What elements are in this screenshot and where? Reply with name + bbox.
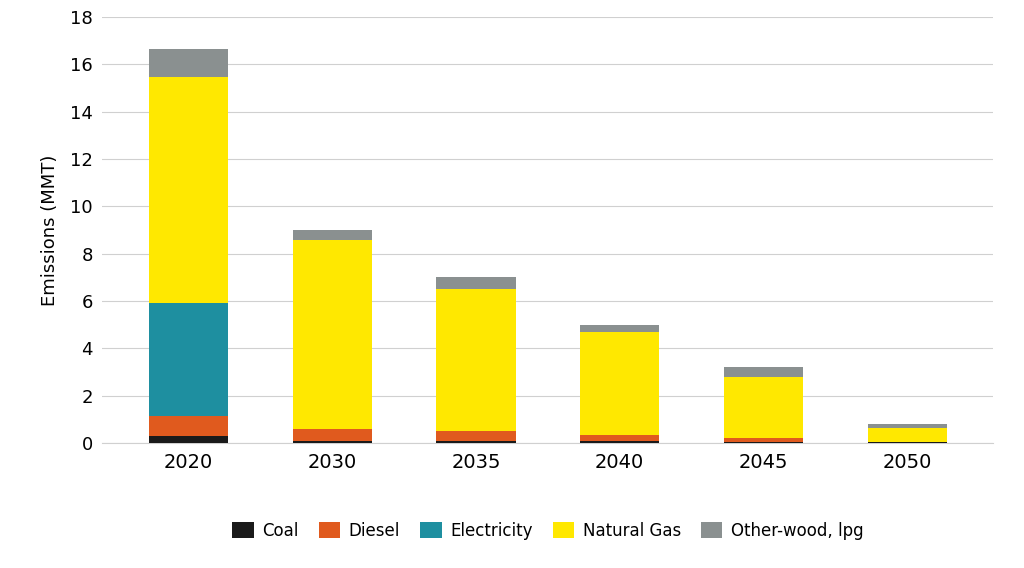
Bar <box>436 277 515 289</box>
Bar <box>581 325 659 332</box>
Bar <box>293 230 372 240</box>
Bar <box>724 377 803 438</box>
Bar <box>867 442 946 443</box>
Bar <box>581 435 659 441</box>
Bar <box>724 438 803 442</box>
Bar <box>293 240 372 429</box>
Bar <box>436 431 515 441</box>
Bar <box>150 416 228 436</box>
Bar <box>150 77 228 303</box>
Bar <box>724 442 803 443</box>
Bar <box>581 441 659 443</box>
Bar <box>150 303 228 416</box>
Bar <box>867 424 946 428</box>
Bar <box>293 429 372 441</box>
Bar <box>150 49 228 77</box>
Bar <box>293 441 372 443</box>
Bar <box>724 367 803 377</box>
Bar <box>150 436 228 443</box>
Bar <box>867 428 946 442</box>
Legend: Coal, Diesel, Electricity, Natural Gas, Other-wood, lpg: Coal, Diesel, Electricity, Natural Gas, … <box>225 515 870 546</box>
Bar <box>436 441 515 443</box>
Y-axis label: Emissions (MMT): Emissions (MMT) <box>41 154 58 306</box>
Bar <box>581 332 659 435</box>
Bar <box>436 289 515 431</box>
